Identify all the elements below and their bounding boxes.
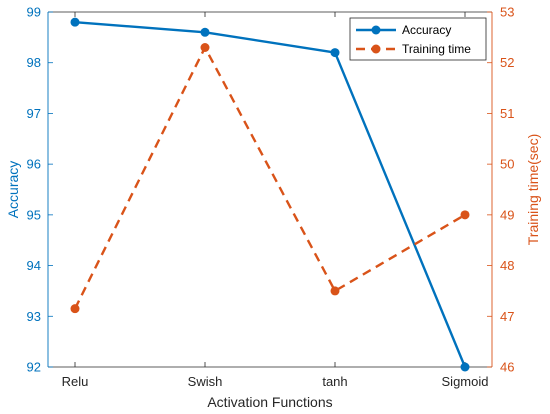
left-tick-label: 93 [27, 309, 41, 324]
left-tick-label: 95 [27, 207, 41, 222]
legend-label-accuracy: Accuracy [402, 23, 451, 37]
data-point-training-time [70, 304, 80, 314]
legend-box [349, 17, 487, 61]
left-tick-label: 99 [27, 5, 41, 20]
series-line-accuracy [74, 20, 467, 368]
left-y-axis-title: Accuracy [5, 161, 21, 219]
right-tick-label: 51 [500, 106, 514, 121]
x-tick-label: Swish [188, 374, 223, 389]
right-tick-label: 53 [500, 5, 514, 20]
data-point-accuracy [330, 48, 340, 58]
x-tick-label: Relu [62, 374, 89, 389]
data-point-training-time [330, 286, 340, 296]
legend-marker-accuracy [371, 25, 381, 35]
right-tick-label: 50 [500, 157, 514, 172]
right-tick-label: 49 [500, 207, 514, 222]
x-axis: Relu Swish tanh Sigmoid [62, 12, 489, 389]
x-tick-label: tanh [322, 374, 347, 389]
data-point-training-time [200, 43, 210, 52]
right-y-axis-title: Training time(sec) [525, 134, 541, 246]
right-tick-label: 46 [500, 360, 514, 375]
legend-label-training-time: Training time [402, 42, 471, 56]
series-layer [70, 17, 470, 372]
x-tick-label: Sigmoid [442, 374, 489, 389]
x-axis-title: Activation Functions [207, 394, 332, 410]
data-point-accuracy [70, 17, 80, 27]
legend-marker-training-time [371, 44, 381, 54]
right-tick-label: 47 [500, 309, 514, 324]
right-y-axis: 46 47 48 49 50 51 52 53 [487, 5, 514, 375]
left-tick-label: 98 [27, 55, 41, 70]
legend: Accuracy Training time [349, 17, 487, 61]
legend-entry-training-time: Training time [356, 42, 471, 56]
left-tick-label: 97 [27, 106, 41, 121]
legend-entry-accuracy: Accuracy [356, 23, 451, 37]
data-point-accuracy [460, 362, 470, 372]
series-line-training-time [73, 46, 466, 310]
data-point-training-time [460, 210, 470, 220]
right-tick-label: 52 [500, 55, 514, 70]
left-tick-label: 94 [27, 258, 41, 273]
plot-area [48, 11, 492, 368]
data-point-accuracy [200, 27, 210, 37]
left-tick-label: 96 [27, 157, 41, 172]
left-y-axis: 92 93 94 95 96 97 98 99 [27, 5, 53, 375]
right-tick-label: 48 [500, 258, 514, 273]
left-tick-label: 92 [27, 360, 41, 375]
